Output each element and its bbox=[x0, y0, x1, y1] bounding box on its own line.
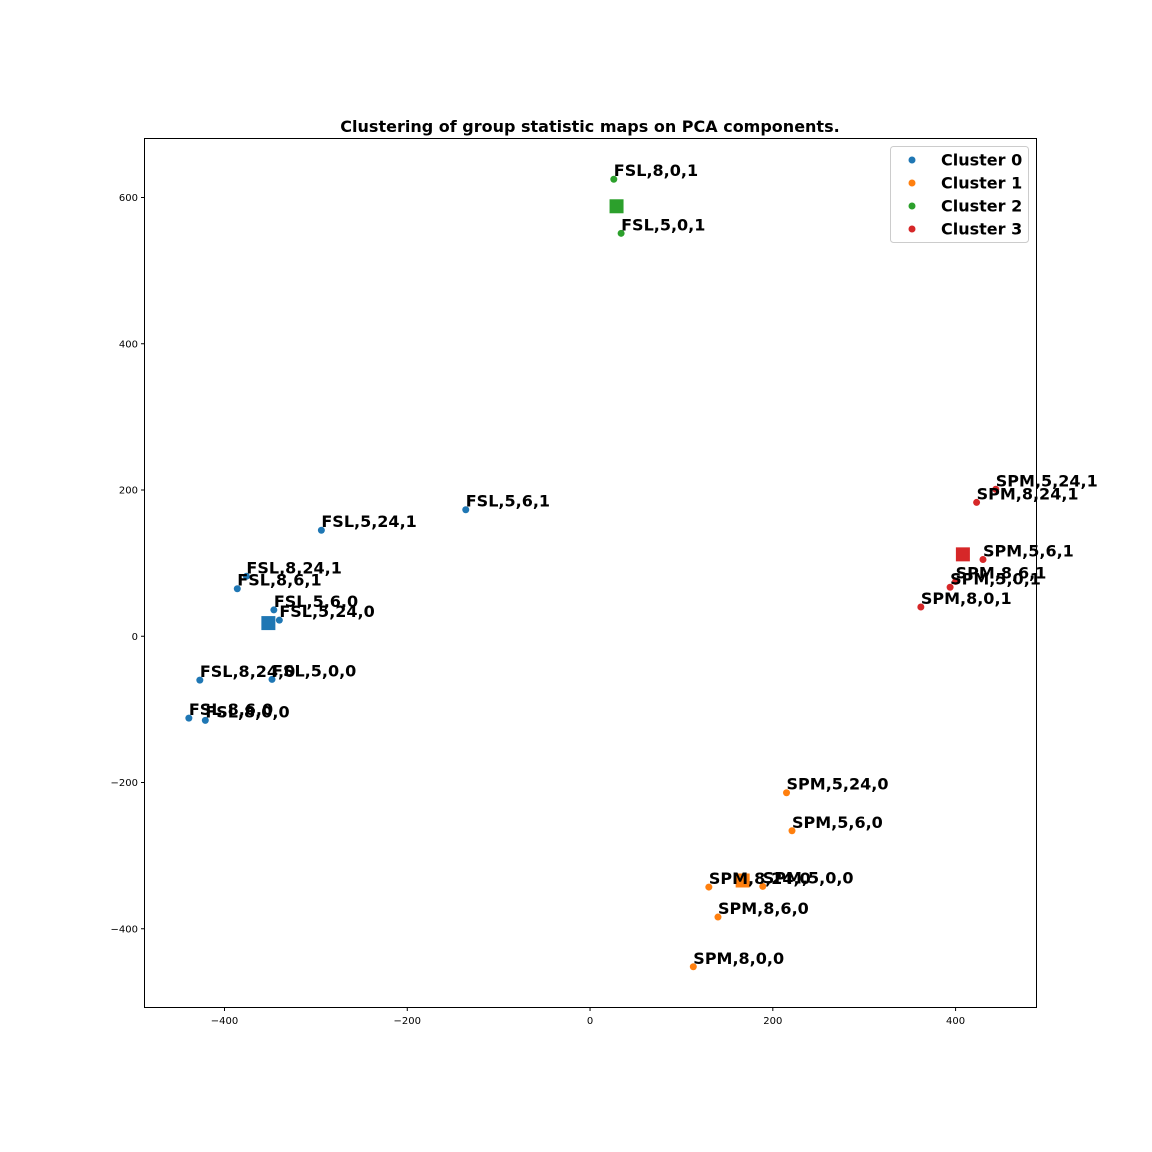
x-tick-label: −200 bbox=[394, 1016, 421, 1027]
centroid-marker bbox=[735, 873, 750, 888]
legend-entry: Cluster 2 bbox=[941, 197, 1022, 216]
legend-entry: Cluster 0 bbox=[941, 151, 1022, 170]
point-label: SPM,8,0,0 bbox=[693, 949, 784, 968]
data-point bbox=[783, 789, 791, 797]
y-tick-label: 0 bbox=[132, 632, 138, 643]
data-point bbox=[946, 583, 954, 591]
point-label: FSL,8,0,1 bbox=[614, 161, 698, 180]
data-point bbox=[185, 714, 193, 722]
point-label: FSL,5,6,1 bbox=[466, 492, 550, 511]
x-tick-label: 400 bbox=[946, 1016, 965, 1027]
point-label: SPM,5,0,1 bbox=[950, 569, 1041, 588]
legend-entry: Cluster 3 bbox=[941, 220, 1022, 239]
legend-marker bbox=[908, 179, 916, 187]
point-label: SPM,5,6,0 bbox=[792, 813, 883, 832]
point-label: SPM,5,24,1 bbox=[996, 471, 1098, 490]
point-label: SPM,5,24,0 bbox=[787, 775, 889, 794]
y-tick-label: 600 bbox=[119, 193, 138, 204]
y-axis: −400 −200 0 200 400 600 bbox=[111, 193, 145, 935]
data-point bbox=[992, 485, 1000, 493]
point-label: SPM,5,0,0 bbox=[763, 868, 854, 887]
legend-marker bbox=[908, 156, 916, 164]
data-point bbox=[275, 616, 283, 624]
data-point bbox=[317, 526, 325, 534]
legend-box bbox=[890, 146, 1029, 243]
centroid-marker bbox=[609, 199, 624, 214]
data-point bbox=[270, 606, 278, 614]
point-label: SPM,8,24,0 bbox=[709, 869, 811, 888]
point-label: SPM,8,6,1 bbox=[956, 563, 1047, 582]
chart-title: Clustering of group statistic maps on PC… bbox=[340, 117, 839, 136]
data-point bbox=[201, 716, 209, 724]
point-label: FSL,8,6,0 bbox=[189, 700, 273, 719]
x-tick-label: 200 bbox=[763, 1016, 782, 1027]
data-point bbox=[689, 963, 697, 971]
point-label: FSL,8,0,0 bbox=[205, 702, 289, 721]
data-point bbox=[705, 883, 713, 891]
point-label: SPM,5,6,1 bbox=[983, 541, 1074, 560]
x-tick-label: −400 bbox=[211, 1016, 238, 1027]
centroid-marker bbox=[261, 616, 276, 631]
data-point bbox=[788, 827, 796, 835]
data-point bbox=[979, 555, 987, 563]
point-label: FSL,5,6,0 bbox=[274, 592, 358, 611]
data-point bbox=[759, 882, 767, 890]
data-point bbox=[242, 572, 250, 580]
data-point bbox=[462, 506, 470, 514]
y-tick-label: −200 bbox=[111, 778, 138, 789]
y-tick-label: 200 bbox=[119, 486, 138, 497]
point-label: SPM,8,0,1 bbox=[921, 589, 1012, 608]
centroid-marker bbox=[955, 547, 970, 562]
y-tick-label: −400 bbox=[111, 924, 138, 935]
legend-marker bbox=[908, 225, 916, 233]
data-point bbox=[973, 498, 981, 506]
point-label: FSL,8,6,1 bbox=[237, 571, 321, 590]
point-label: FSL,5,24,0 bbox=[279, 602, 374, 621]
data-point bbox=[610, 175, 618, 183]
x-axis: −400 −200 0 200 400 bbox=[211, 1007, 965, 1027]
cluster-centroids bbox=[261, 199, 970, 888]
data-point bbox=[714, 913, 722, 921]
data-point bbox=[233, 585, 241, 593]
point-label: SPM,8,24,1 bbox=[977, 484, 1079, 503]
x-tick-label: 0 bbox=[587, 1016, 593, 1027]
point-label: FSL,5,24,1 bbox=[321, 512, 416, 531]
data-point bbox=[952, 577, 960, 585]
point-label: FSL,5,0,0 bbox=[272, 661, 356, 680]
legend-entry: Cluster 1 bbox=[941, 174, 1022, 193]
point-label: FSL,8,24,0 bbox=[200, 662, 295, 681]
y-tick-label: 400 bbox=[119, 339, 138, 350]
data-point bbox=[617, 229, 625, 237]
data-point bbox=[268, 675, 276, 683]
point-label: FSL,8,24,1 bbox=[246, 558, 341, 577]
point-label: SPM,8,6,0 bbox=[718, 899, 809, 918]
data-point bbox=[196, 676, 204, 684]
point-label: FSL,5,0,1 bbox=[621, 215, 705, 234]
legend: Cluster 0 Cluster 1 Cluster 2 Cluster 3 bbox=[890, 146, 1029, 243]
data-points bbox=[185, 175, 1000, 971]
legend-marker bbox=[908, 202, 916, 210]
data-point bbox=[917, 603, 925, 611]
